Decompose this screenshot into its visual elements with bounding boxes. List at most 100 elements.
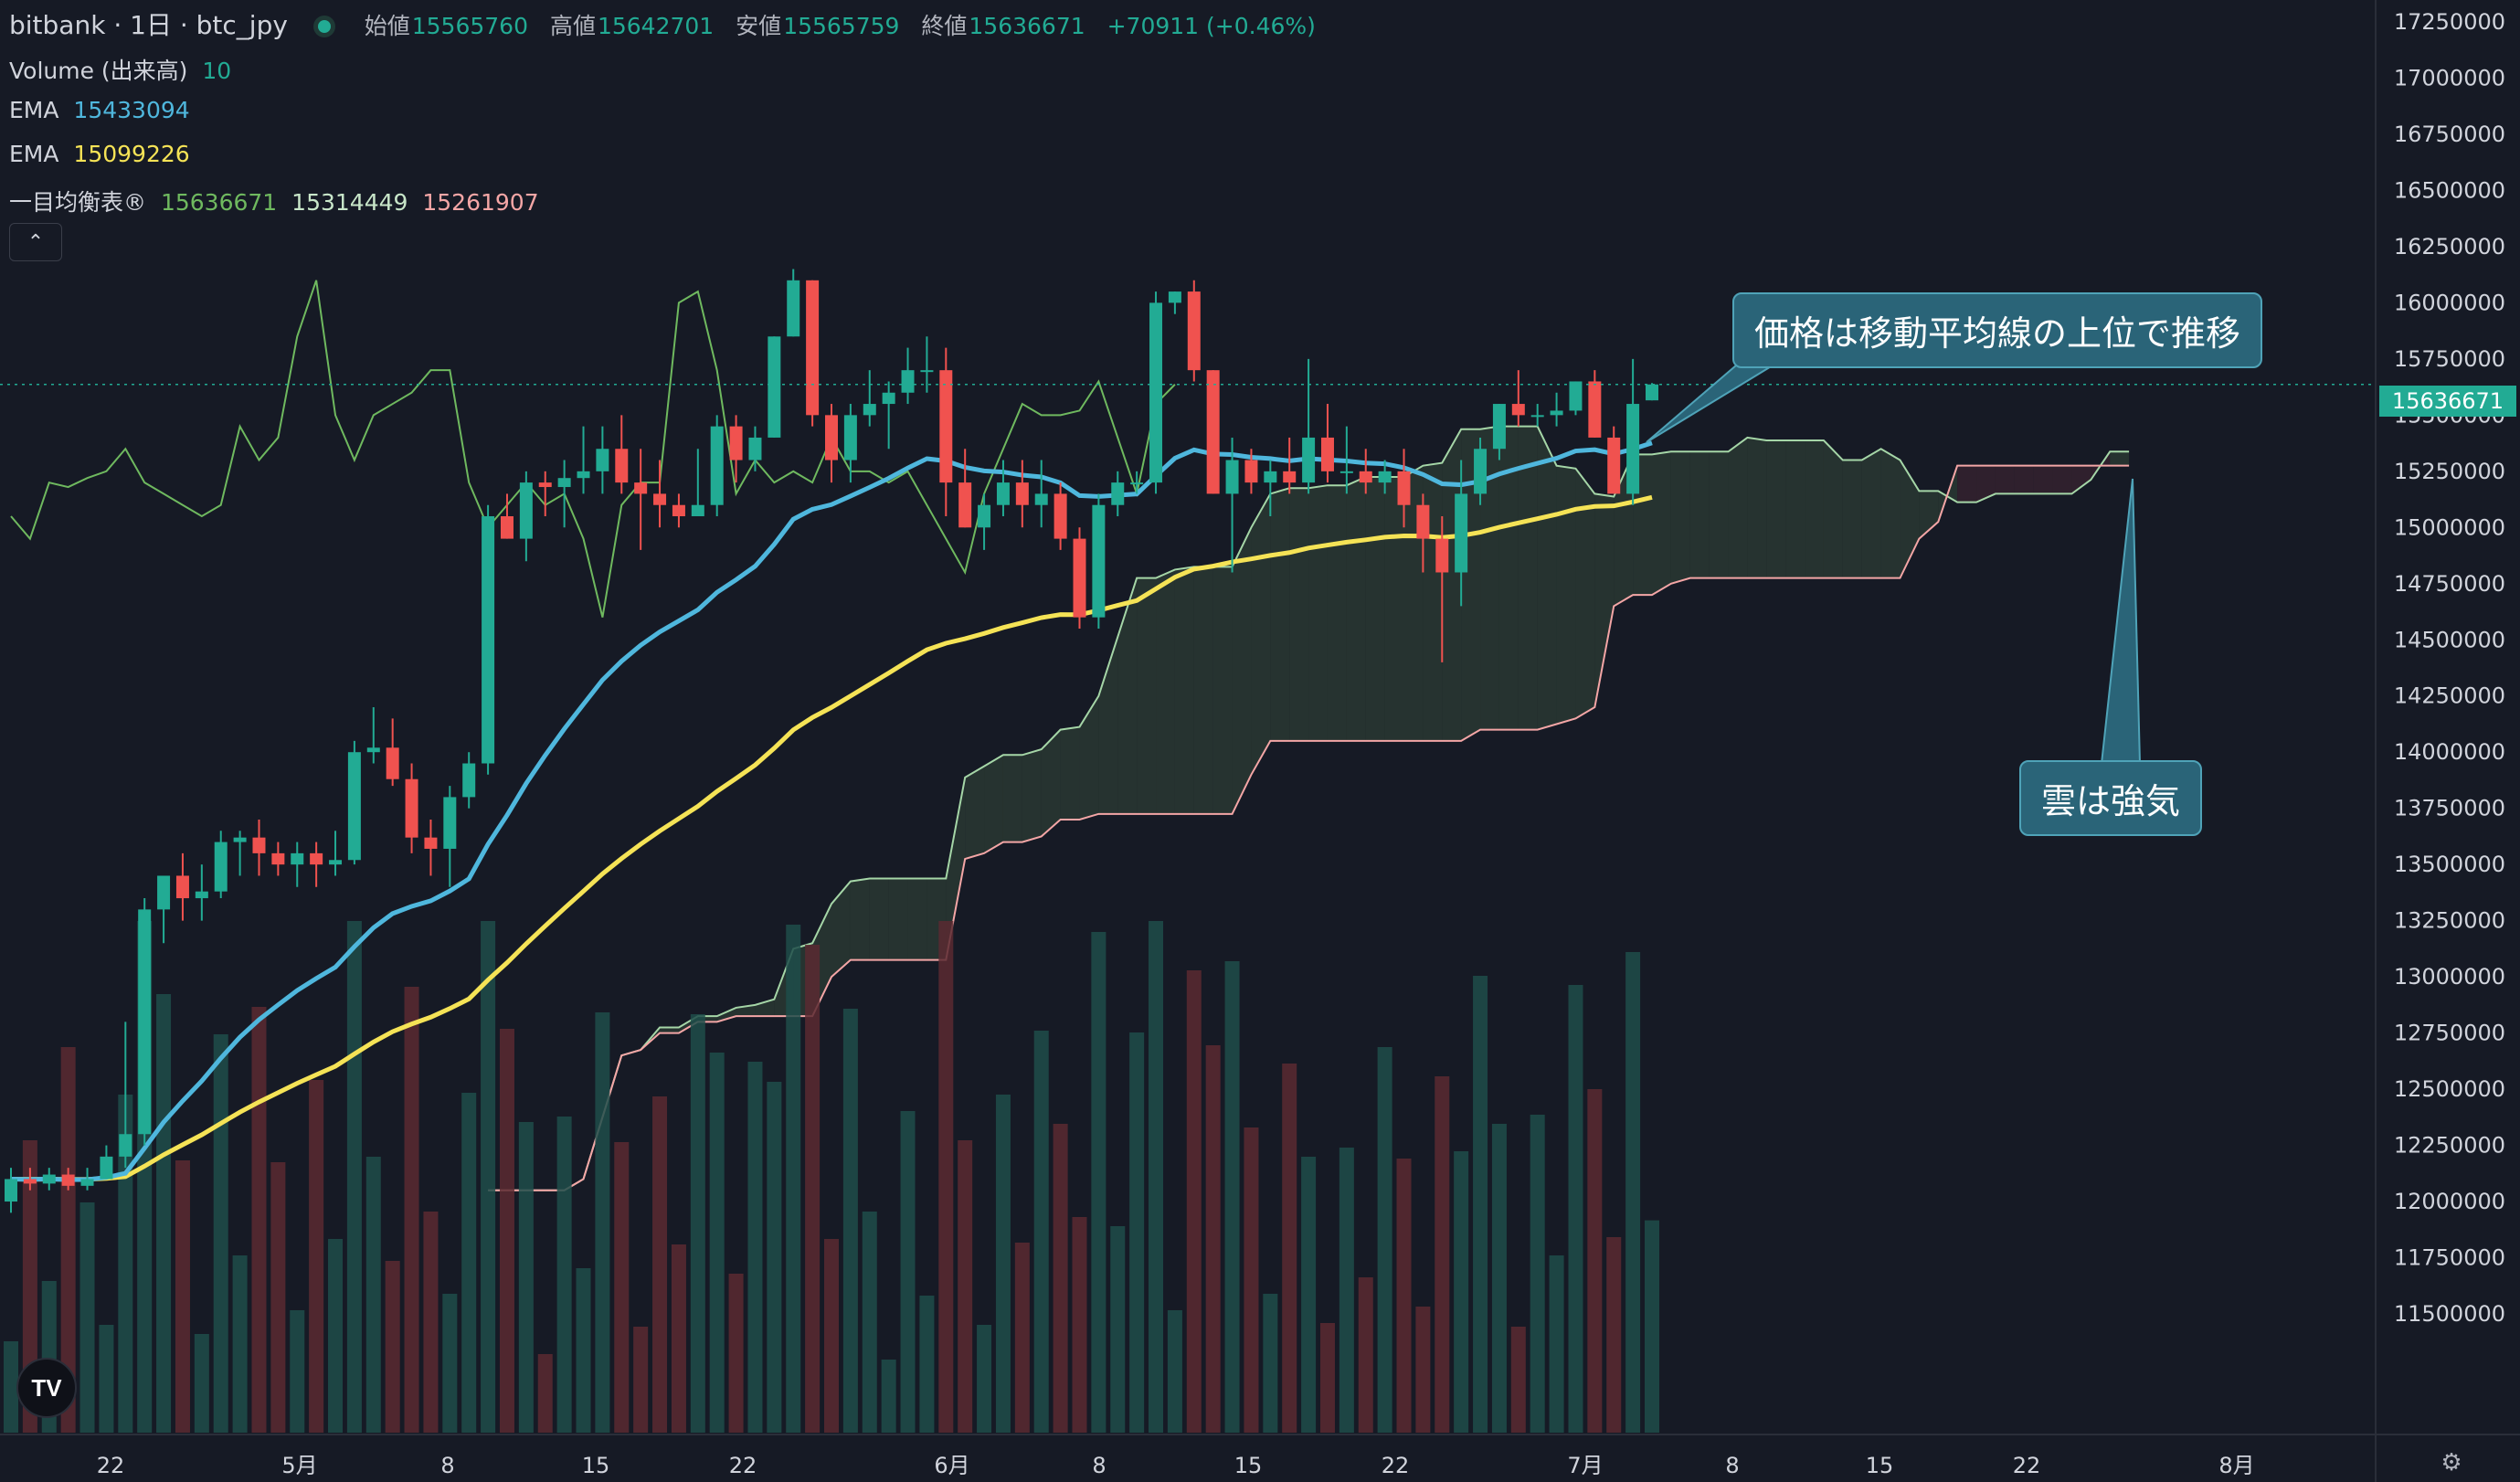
ichimoku-cloud-segment	[1652, 451, 1671, 596]
candle-body	[1626, 404, 1640, 494]
volume-bar	[1510, 1327, 1526, 1433]
time-axis-label: 7月	[1567, 1453, 1603, 1478]
ichimoku-cloud-segment	[1805, 440, 1824, 578]
candle-body	[1015, 482, 1029, 505]
ichimoku-cloud-segment	[1747, 437, 1767, 578]
candle-body	[768, 336, 781, 438]
time-axis-label: 22	[97, 1453, 125, 1478]
close-label: 終値	[921, 13, 968, 39]
chikou-span-line	[10, 280, 1176, 618]
ichimoku-cloud-segment	[1670, 451, 1690, 584]
volume-bar	[1606, 1237, 1622, 1433]
ema-slow-legend[interactable]: EMA 15099226	[9, 141, 197, 167]
volume-bar	[251, 1007, 267, 1433]
change-value: +70911 (+0.46%)	[1106, 13, 1316, 39]
price-axis-label: 12750000	[2394, 1021, 2505, 1046]
ichimoku-cloud-segment	[1060, 726, 1080, 820]
candle-body	[195, 891, 208, 899]
price-axis-label: 14250000	[2394, 683, 2505, 709]
ema-slow-line	[10, 494, 1653, 1182]
ichimoku-cloud-segment	[1384, 476, 1404, 741]
ichimoku-cloud-segment	[1022, 749, 1042, 842]
candle-body	[1264, 471, 1277, 483]
low-value: 15565759	[783, 13, 900, 39]
close-value: 15636671	[969, 13, 1085, 39]
volume-bar	[423, 1212, 439, 1433]
candle-body	[1646, 384, 1658, 401]
volume-bar	[842, 1009, 858, 1433]
callout-cloud-pointer	[2100, 478, 2142, 765]
volume-bar	[576, 1268, 591, 1433]
candle-body	[366, 747, 380, 753]
ichimoku-cloud-segment	[2071, 465, 2091, 494]
candle-body	[538, 482, 552, 488]
volume-bar	[805, 945, 821, 1433]
chevron-up-icon: ⌃	[26, 230, 45, 254]
candle-body	[1397, 471, 1411, 505]
candle-body	[1320, 437, 1334, 471]
candle-body	[978, 504, 991, 528]
callout-ma-pointer	[1646, 365, 1776, 443]
candle-body	[482, 516, 495, 764]
candle-body	[1225, 460, 1239, 494]
volume-bar	[786, 925, 801, 1433]
volume-bar	[1167, 1310, 1182, 1433]
volume-bar	[1339, 1148, 1354, 1433]
ichimoku-cloud-segment	[1785, 440, 1805, 578]
price-axis-label: 17250000	[2394, 9, 2505, 35]
ichimoku-legend[interactable]: 一目均衡表® 15636671 15314449 15261907	[9, 185, 546, 217]
price-axis-label: 15250000	[2394, 459, 2505, 484]
volume-bar	[270, 1162, 286, 1433]
volume-bar	[290, 1310, 305, 1433]
volume-bar	[824, 1239, 839, 1433]
volume-value: 10	[202, 58, 232, 84]
candle-body	[1302, 437, 1316, 483]
price-axis-label: 11500000	[2394, 1301, 2505, 1327]
candle-body	[1588, 381, 1602, 438]
volume-bar	[404, 987, 419, 1433]
ema-fast-legend[interactable]: EMA 15433094	[9, 97, 197, 123]
ichimoku-cloud-segment	[869, 878, 889, 960]
ichimoku-cloud-segment	[1232, 527, 1252, 814]
candle-body	[310, 852, 323, 865]
ichimoku-cloud-segment	[1289, 488, 1309, 741]
ichimoku-cloud-segment	[1098, 637, 1118, 814]
price-axis-label: 17000000	[2394, 65, 2505, 90]
candle-body	[1034, 493, 1048, 505]
candle-body	[1206, 370, 1220, 494]
current-price-tag: 15636671	[2379, 386, 2516, 417]
volume-bar	[1358, 1277, 1373, 1433]
price-axis-label: 13500000	[2394, 852, 2505, 877]
volume-legend[interactable]: Volume (出来高) 10	[9, 53, 238, 86]
candle-body	[806, 280, 820, 416]
callout-cloud: 雲は強気	[2019, 760, 2203, 836]
price-axis-label: 12500000	[2394, 1076, 2505, 1102]
time-axis-label: 15	[1234, 1453, 1263, 1478]
ichimoku-value-3: 15261907	[422, 189, 539, 216]
candle-body	[1550, 410, 1563, 416]
candle-body	[1244, 460, 1258, 483]
settings-icon[interactable]: ⚙	[2441, 1449, 2462, 1477]
candle-body	[863, 404, 876, 416]
candle-body	[1416, 504, 1430, 539]
volume-bar	[1473, 976, 1488, 1433]
ichimoku-cloud-segment	[1995, 465, 2015, 494]
volume-bar	[1033, 1031, 1049, 1433]
candle-body	[1569, 381, 1583, 411]
symbol-title: bitbank · 1日 · btc_jpy	[9, 10, 288, 40]
open-value: 15565760	[411, 13, 528, 39]
ichimoku-cloud-segment	[1212, 566, 1233, 814]
ichimoku-cloud-segment	[1957, 465, 1977, 503]
candle-body	[672, 504, 685, 517]
candle-body	[233, 837, 247, 842]
volume-bar	[1301, 1157, 1317, 1433]
tradingview-logo[interactable]: TV	[16, 1358, 77, 1418]
collapse-legend-button[interactable]: ⌃	[9, 223, 62, 261]
ichimoku-cloud-segment	[1976, 465, 1996, 503]
candle-body	[1474, 449, 1488, 494]
ichimoku-cloud-segment	[907, 878, 927, 960]
volume-bar	[652, 1096, 668, 1433]
candle-body	[1492, 404, 1506, 450]
price-axis-label: 16750000	[2394, 122, 2505, 147]
